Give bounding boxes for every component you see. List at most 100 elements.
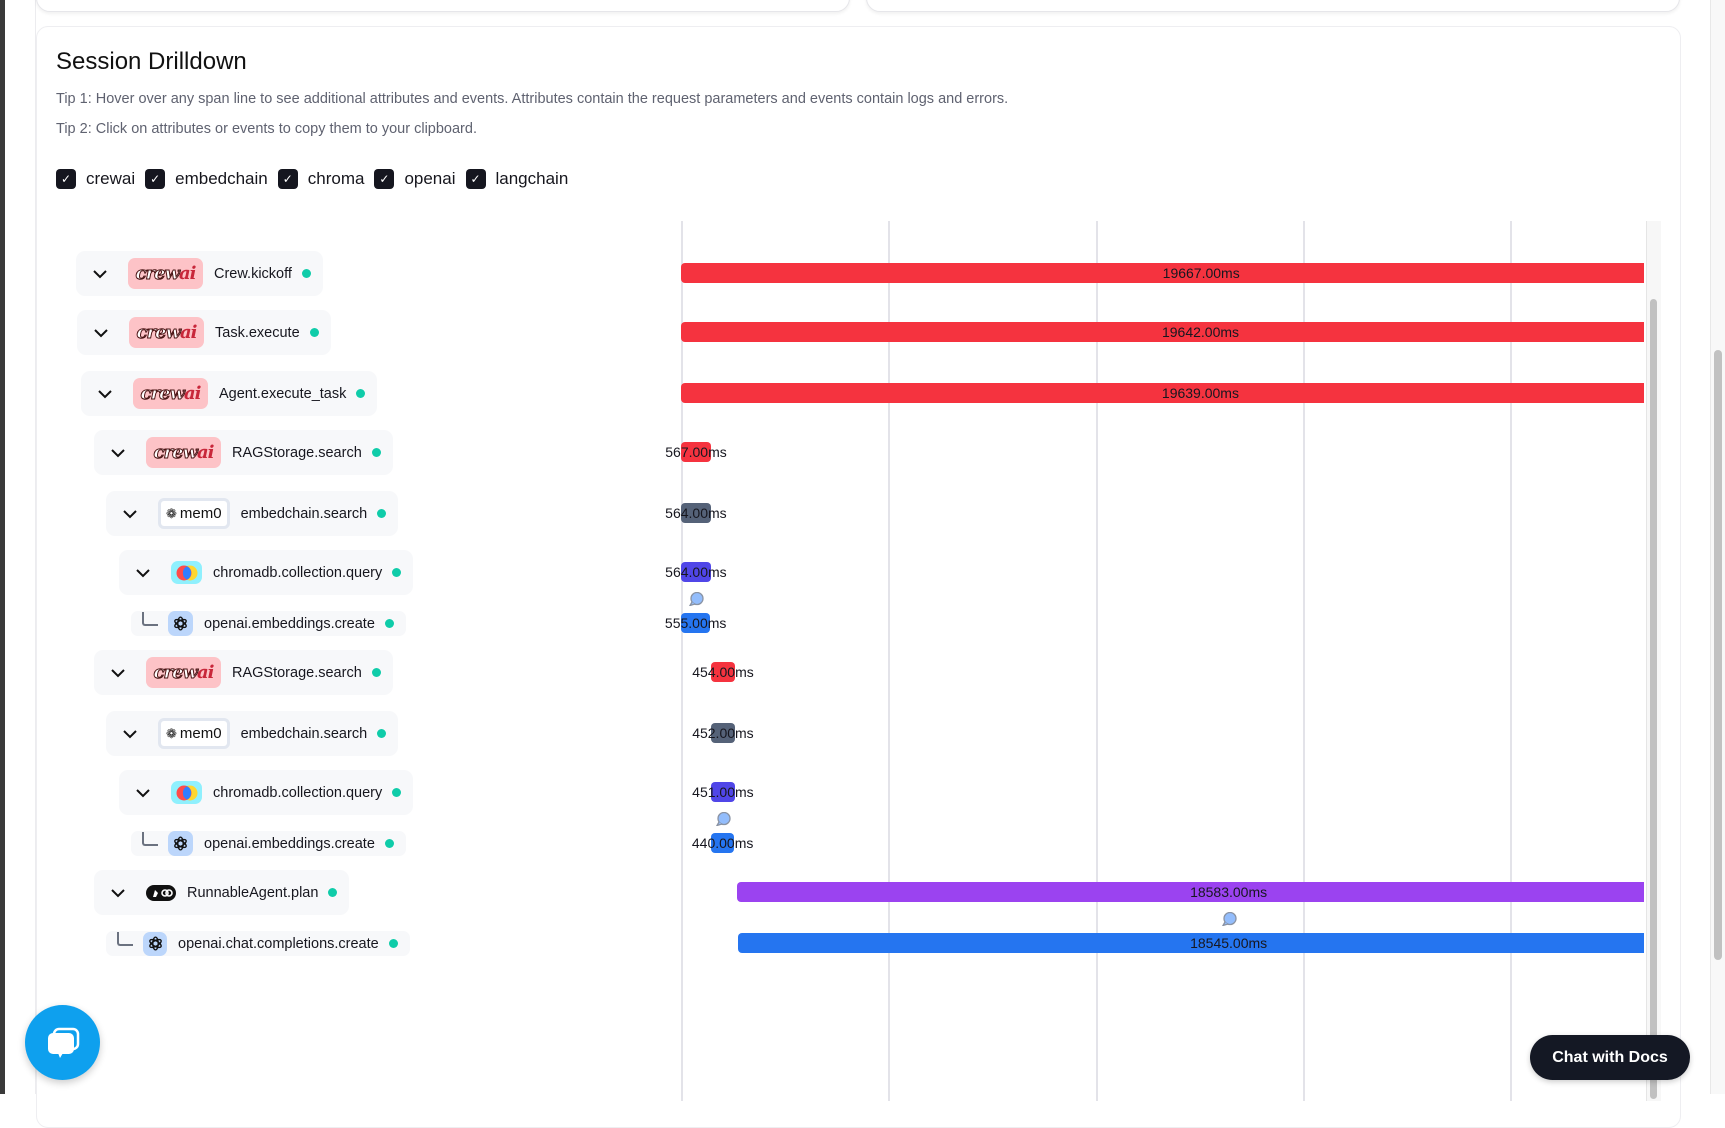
span-duration-label: 18583.00ms	[1190, 884, 1268, 900]
crewai-logo-text: crewai	[135, 263, 196, 285]
checkbox-chroma[interactable]: ✓	[277, 169, 298, 189]
mem0-logo-text: mem0	[179, 505, 222, 522]
span-row[interactable]: RunnableAgent.plan	[94, 870, 350, 915]
span-name: RAGStorage.search	[232, 444, 362, 461]
filter-embedchain[interactable]: ✓ embedchain	[145, 169, 268, 189]
sidebar-border	[35, 0, 36, 1094]
span-name: embedchain.search	[240, 725, 368, 742]
tree-connector-icon	[142, 611, 158, 626]
span-bar[interactable]	[681, 442, 711, 462]
span-row[interactable]: crewai RAGStorage.search	[94, 650, 393, 695]
span-row[interactable]: openai.chat.completions.create	[106, 931, 410, 956]
filter-chroma[interactable]: ✓ chroma	[277, 169, 364, 189]
span-bar[interactable]	[681, 562, 711, 582]
span-row[interactable]: chromadb.collection.query	[119, 770, 414, 815]
span-duration-label: 19667.00ms	[1162, 265, 1240, 281]
grid-line	[1096, 221, 1098, 1101]
chat-with-docs-button[interactable]: Chat with Docs	[1530, 1035, 1690, 1080]
timeline: 19667.00ms 19642.00ms 19639.00ms 567.00ms 56…	[560, 221, 1644, 1101]
page-scrollbar[interactable]	[1710, 0, 1725, 1094]
chevron-down-icon[interactable]	[135, 565, 151, 581]
span-duration-label: 18545.00ms	[1190, 935, 1268, 951]
timeline-scrollbar[interactable]	[1646, 221, 1661, 1101]
filter-label: openai	[404, 169, 456, 188]
status-dot	[392, 788, 402, 797]
top-card-right	[866, 0, 1680, 12]
tip-2: Tip 2: Click on attributes or events to …	[56, 121, 477, 137]
status-dot	[384, 839, 394, 848]
span-bar[interactable]	[710, 833, 735, 853]
checkbox-crewai[interactable]: ✓	[56, 169, 76, 189]
mem0-flower-icon: ❁	[166, 505, 177, 521]
span-duration-label: 19642.00ms	[1161, 324, 1240, 340]
span-duration-label: 564.00ms	[665, 505, 727, 521]
mem0-logo-text: mem0	[179, 725, 222, 742]
crewai-logo: crewai	[129, 317, 204, 348]
span-bar[interactable]	[681, 263, 1644, 283]
span-bar[interactable]	[681, 322, 1644, 342]
status-dot	[377, 729, 387, 738]
span-row[interactable]: openai.embeddings.create	[131, 611, 406, 636]
chevron-down-icon[interactable]	[122, 506, 138, 522]
span-row[interactable]: crewai Agent.execute_task	[81, 371, 378, 416]
tree-connector-icon	[142, 831, 158, 846]
span-name: Agent.execute_task	[219, 385, 347, 402]
filter-crewai[interactable]: ✓ crewai	[56, 169, 135, 189]
filter-openai[interactable]: ✓ openai	[374, 169, 456, 189]
status-dot	[377, 509, 387, 518]
embedchain-logo: ❁ mem0	[158, 718, 230, 749]
span-bar[interactable]	[710, 782, 735, 802]
page-scrollbar-thumb[interactable]	[1714, 350, 1722, 960]
chat-bubble-icon	[47, 1027, 79, 1058]
crewai-logo: crewai	[146, 657, 221, 688]
event-bubble-icon[interactable]	[1221, 912, 1237, 926]
chevron-down-icon[interactable]	[93, 325, 109, 341]
langchain-logo	[146, 884, 176, 901]
span-row[interactable]: crewai RAGStorage.search	[94, 430, 393, 475]
span-bar[interactable]	[710, 662, 735, 682]
span-row[interactable]: crewai Crew.kickoff	[76, 251, 323, 296]
timeline-scrollbar-thumb[interactable]	[1650, 299, 1657, 1099]
status-dot	[392, 568, 402, 577]
span-row[interactable]: ❁ mem0 embedchain.search	[106, 711, 399, 756]
span-duration-label: 567.00ms	[665, 444, 727, 460]
span-name: embedchain.search	[240, 505, 368, 522]
span-bar[interactable]	[681, 383, 1644, 403]
span-duration-label: 555.00ms	[664, 615, 727, 631]
event-bubble-icon[interactable]	[715, 812, 731, 826]
crewai-logo-text: crewai	[136, 322, 197, 344]
span-row[interactable]: chromadb.collection.query	[119, 550, 414, 595]
span-bar[interactable]	[737, 882, 1644, 902]
span-row[interactable]: crewai Task.execute	[77, 310, 331, 355]
openai-logo	[168, 611, 193, 636]
chevron-down-icon[interactable]	[110, 885, 126, 901]
crewai-logo-text: crewai	[153, 662, 214, 684]
chevron-down-icon[interactable]	[122, 726, 138, 742]
span-row[interactable]: openai.embeddings.create	[131, 831, 406, 856]
grid-line	[681, 221, 683, 1101]
span-name: Crew.kickoff	[214, 265, 292, 282]
chevron-down-icon[interactable]	[92, 266, 108, 282]
event-bubble-icon[interactable]	[688, 592, 704, 606]
filter-langchain[interactable]: ✓ langchain	[465, 169, 569, 189]
span-row[interactable]: ❁ mem0 embedchain.search	[106, 491, 399, 536]
span-bar[interactable]	[681, 503, 711, 523]
span-name: chromadb.collection.query	[213, 564, 383, 581]
span-duration-label: 19639.00ms	[1161, 385, 1239, 401]
span-bar[interactable]	[738, 933, 1644, 953]
checkbox-langchain[interactable]: ✓	[465, 169, 486, 189]
checkbox-openai[interactable]: ✓	[374, 169, 395, 189]
chevron-down-icon[interactable]	[135, 785, 151, 801]
status-dot	[371, 448, 381, 457]
crewai-logo: crewai	[133, 378, 208, 409]
span-bar[interactable]	[681, 613, 711, 633]
chevron-down-icon[interactable]	[110, 445, 126, 461]
checkbox-embedchain[interactable]: ✓	[145, 169, 166, 189]
chevron-down-icon[interactable]	[110, 665, 126, 681]
chat-support-button[interactable]	[25, 1005, 100, 1080]
chevron-down-icon[interactable]	[97, 386, 113, 402]
span-name: Task.execute	[215, 324, 300, 341]
span-name: RAGStorage.search	[232, 664, 362, 681]
filter-label: langchain	[495, 169, 569, 188]
span-bar[interactable]	[710, 723, 735, 743]
